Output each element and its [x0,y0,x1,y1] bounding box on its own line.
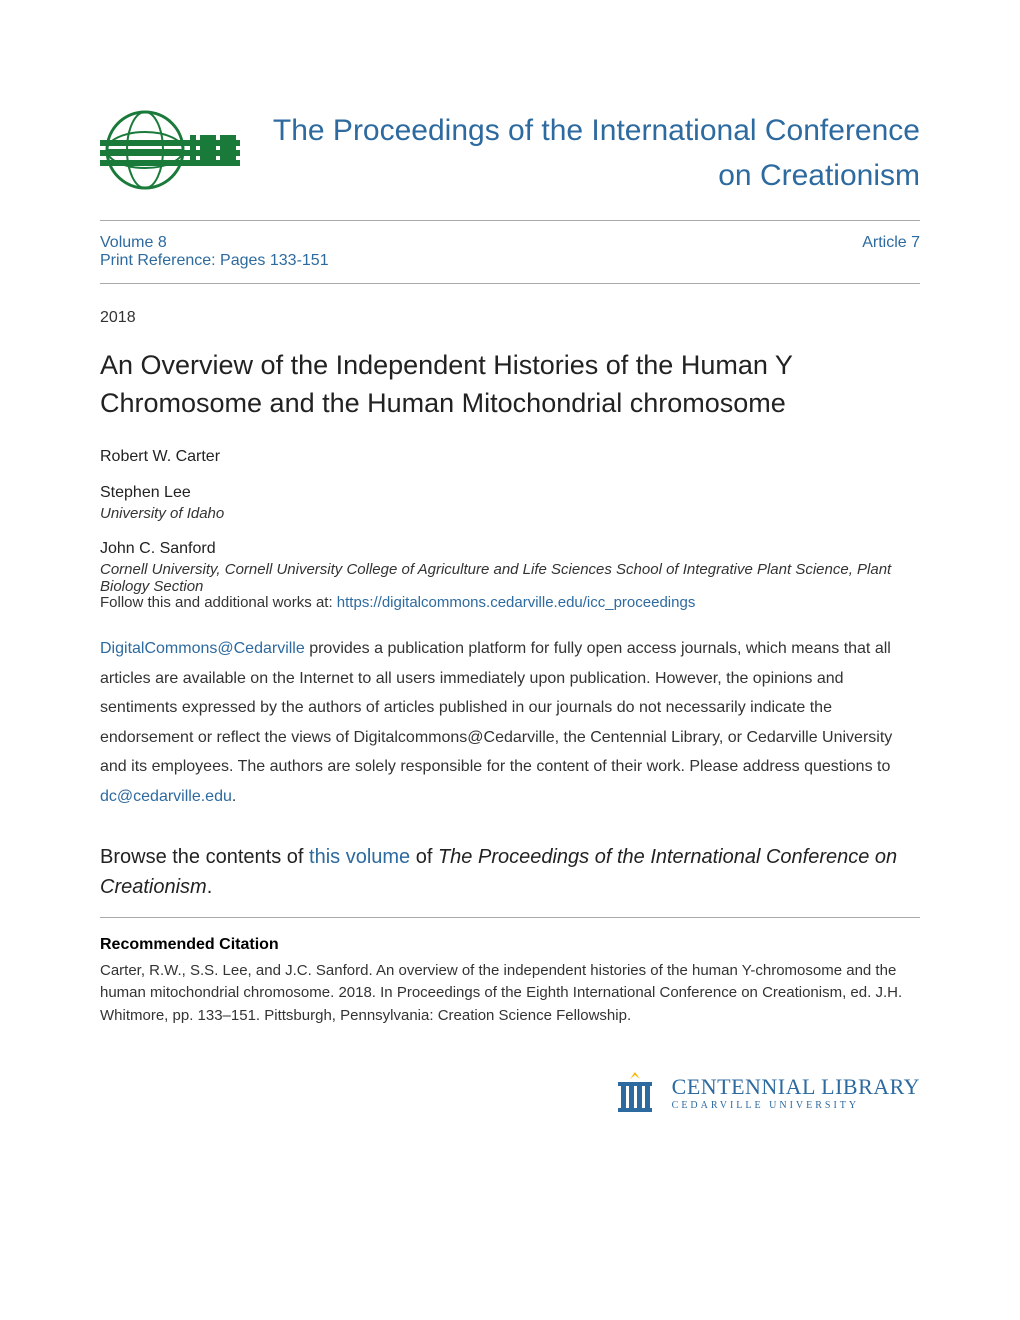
meta-right: Article 7 [862,234,920,270]
description-body: provides a publication platform for full… [100,640,892,775]
description-paragraph: DigitalCommons@Cedarville provides a pub… [100,634,920,812]
follow-url-link[interactable]: https://digitalcommons.cedarville.edu/ic… [337,594,696,611]
browse-volume-link[interactable]: this volume [309,846,410,868]
centennial-main-text: CENTENNIAL LIBRARY [672,1074,920,1100]
centennial-library-logo[interactable]: CENTENNIAL LIBRARY CEDARVILLE UNIVERSITY [610,1067,920,1117]
follow-prefix: Follow this and additional works at: [100,594,337,611]
browse-middle: of [410,846,438,868]
follow-works-line: Follow this and additional works at: htt… [100,593,920,613]
footer-logo-container: CENTENNIAL LIBRARY CEDARVILLE UNIVERSITY [100,1067,920,1122]
email-link[interactable]: dc@cedarville.edu [100,788,232,805]
article-link[interactable]: Article 7 [862,234,920,251]
meta-row: Volume 8 Print Reference: Pages 133-151 … [100,226,920,278]
divider-mid [100,283,920,284]
author-affiliation: University of Idaho [100,505,920,522]
divider-bottom [100,917,920,918]
description-period: . [232,788,236,805]
author-name: Stephen Lee [100,484,920,502]
divider-top [100,220,920,221]
publication-year: 2018 [100,309,920,327]
header-section: The Proceedings of the International Con… [100,100,920,205]
citation-heading: Recommended Citation [100,936,920,954]
author-name: Robert W. Carter [100,448,920,466]
browse-prefix: Browse the contents of [100,846,309,868]
author-name: John C. Sanford [100,540,920,558]
volume-link[interactable]: Volume 8 [100,234,167,251]
library-icon [610,1067,660,1117]
meta-left: Volume 8 Print Reference: Pages 133-151 [100,234,329,270]
author-block-2: John C. Sanford Cornell University, Corn… [100,540,920,613]
article-title: An Overview of the Independent Histories… [100,347,920,423]
centennial-text: CENTENNIAL LIBRARY CEDARVILLE UNIVERSITY [672,1074,920,1111]
icc-logo [100,100,240,205]
browse-section: Browse the contents of this volume of Th… [100,842,920,902]
digitalcommons-link[interactable]: DigitalCommons@Cedarville [100,640,305,657]
affiliation-text: Cornell University, Cornell University C… [100,561,891,595]
author-block-0: Robert W. Carter [100,448,920,466]
author-affiliation: Cornell University, Cornell University C… [100,561,920,595]
author-block-1: Stephen Lee University of Idaho [100,484,920,522]
citation-text: Carter, R.W., S.S. Lee, and J.C. Sanford… [100,960,920,1028]
browse-suffix: . [207,876,213,898]
centennial-sub-text: CEDARVILLE UNIVERSITY [672,1100,920,1111]
journal-title[interactable]: The Proceedings of the International Con… [260,108,920,198]
print-reference-link[interactable]: Print Reference: Pages 133-151 [100,252,329,269]
